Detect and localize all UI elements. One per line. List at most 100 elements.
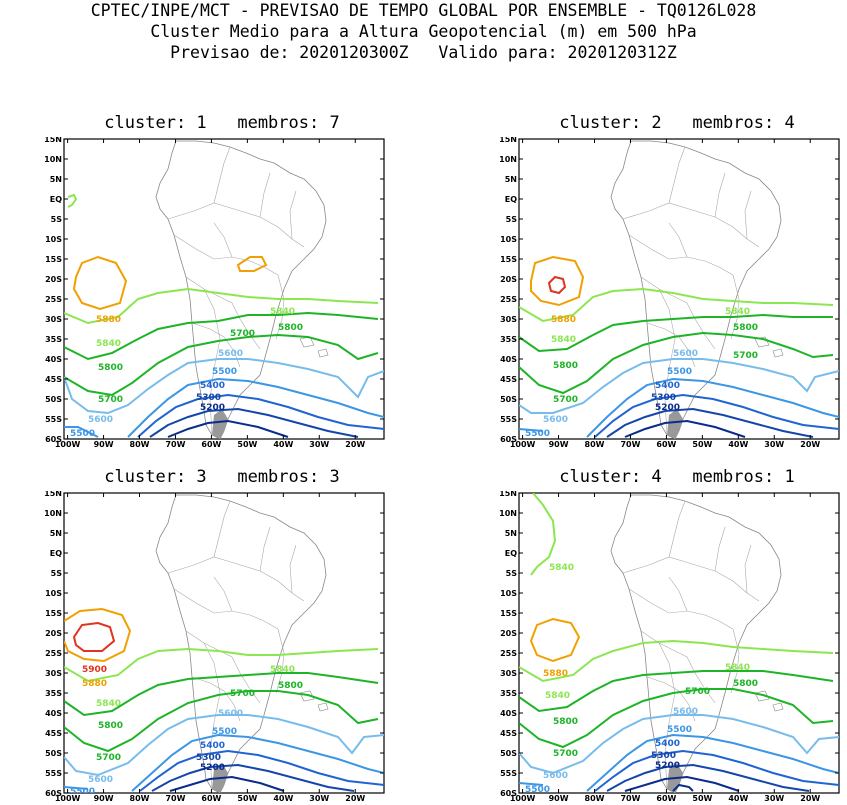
lat-tick-label: 40S (500, 709, 517, 718)
country-border (646, 676, 696, 722)
contour-line-5840 (519, 287, 834, 323)
lon-tick-label: 100W (55, 440, 81, 447)
lon-tick-label: 30W (309, 440, 329, 447)
lat-tick-label: 5N (50, 175, 62, 184)
lon-tick-label: 100W (510, 794, 536, 801)
contour-label: 5400 (200, 741, 225, 751)
contour-label: 5840 (725, 663, 750, 673)
lat-tick-label: 10N (499, 155, 517, 164)
contour-line-5400 (594, 393, 839, 438)
country-border (714, 172, 726, 218)
lon-tick-label: 70W (620, 440, 640, 447)
contour-label: 5700 (553, 395, 578, 405)
lon-tick-label: 50W (237, 794, 257, 801)
panel-title-4: cluster: 4 membros: 1 (559, 467, 795, 487)
coastline (610, 494, 782, 793)
contour-label: 5600 (543, 771, 568, 781)
lat-tick-label: 45S (45, 375, 62, 384)
contour-line-5840 (67, 193, 78, 208)
country-border (714, 526, 726, 572)
contour-label: 5500 (70, 429, 95, 439)
lat-tick-label: 20S (500, 275, 517, 284)
lat-tick-label: 5N (505, 175, 517, 184)
header-line-1: CPTEC/INPE/MCT - PREVISAO DE TEMPO GLOBA… (90, 1, 757, 20)
lat-tick-label: 10S (500, 589, 517, 598)
lat-tick-label: 55S (500, 415, 517, 424)
lat-tick-label: 45S (45, 729, 62, 738)
lon-tick-label: 90W (94, 440, 114, 447)
lat-tick-label: 55S (45, 769, 62, 778)
panel-title-3: cluster: 3 membros: 3 (104, 467, 340, 487)
contour-label: 5840 (96, 699, 121, 709)
lon-tick-label: 40W (728, 440, 748, 447)
lat-tick-label: EQ (50, 195, 62, 204)
contour-label: 5700 (733, 351, 758, 361)
country-border (191, 322, 241, 368)
lat-tick-label: 10S (45, 235, 62, 244)
lat-tick-label: 10N (44, 155, 62, 164)
country-border (730, 628, 740, 694)
lat-tick-label: 15S (45, 255, 62, 264)
lat-tick-label: 5S (51, 569, 63, 578)
map-panel-cluster-4: 5880 5840 5800 5700 5600 5500 5400 5300 5200 5840… (483, 489, 840, 805)
contour-label: 5600 (543, 415, 568, 425)
contour-label: 5880 (551, 315, 576, 325)
lat-tick-label: 5N (50, 529, 62, 538)
contour-label: 5800 (553, 717, 578, 727)
lat-tick-label: 15N (44, 491, 62, 498)
country-border (658, 288, 676, 436)
contour-line-5300 (606, 763, 810, 792)
contour-label: 5400 (200, 381, 225, 391)
lat-tick-label: 45S (500, 729, 517, 738)
lon-tick-label: 90W (549, 794, 569, 801)
lon-tick-label: 80W (585, 794, 605, 801)
contour-label: 5200 (655, 403, 680, 413)
lat-tick-label: 30S (500, 669, 517, 678)
lat-tick-label: 30S (45, 669, 62, 678)
country-border (259, 172, 271, 218)
contour-line-5900 (72, 621, 116, 652)
contour-line-5800 (519, 313, 833, 353)
lon-tick-label: 80W (130, 794, 150, 801)
contour-line-5400 (137, 393, 384, 438)
contour-line-5300 (606, 407, 814, 438)
country-border (668, 146, 686, 204)
contour-line-5300 (151, 763, 355, 792)
contour-label: 5840 (549, 563, 574, 573)
lon-tick-label: 80W (130, 440, 150, 447)
lat-tick-label: 5S (506, 215, 518, 224)
lon-tick-label: 50W (692, 440, 712, 447)
lon-tick-label: 40W (728, 794, 748, 801)
contour-label: 5500 (525, 785, 550, 795)
contour-label: 5300 (196, 393, 221, 403)
lat-tick-label: 15N (499, 491, 517, 498)
coastline (610, 140, 782, 439)
lat-tick-label: 40S (45, 709, 62, 718)
contour-line-5840 (530, 493, 557, 576)
lon-tick-label: 30W (764, 794, 784, 801)
lat-tick-label: 25S (45, 649, 62, 658)
contour-label: 5840 (551, 335, 576, 345)
lon-tick-label: 60W (656, 794, 676, 801)
lat-tick-label: 60S (500, 435, 517, 444)
contour-label: 5300 (651, 751, 676, 761)
lat-tick-label: 30S (45, 315, 62, 324)
contour-label: 5700 (553, 749, 578, 759)
contour-label: 5600 (88, 415, 113, 425)
contour-label: 5500 (212, 727, 237, 737)
country-border (658, 642, 676, 790)
island (317, 702, 329, 712)
contour-label: 5800 (278, 681, 303, 691)
lat-tick-label: 5N (505, 529, 517, 538)
contour-label: 5880 (543, 669, 568, 679)
contour-label: 5600 (218, 709, 243, 719)
contour-label: 5500 (525, 429, 550, 439)
contour-line-5880 (72, 255, 128, 311)
contour-label: 5840 (270, 665, 295, 675)
lat-tick-label: 10S (45, 589, 62, 598)
terrain-shading (667, 409, 683, 439)
contour-label: 5600 (673, 707, 698, 717)
contour-line-5600 (519, 714, 839, 775)
